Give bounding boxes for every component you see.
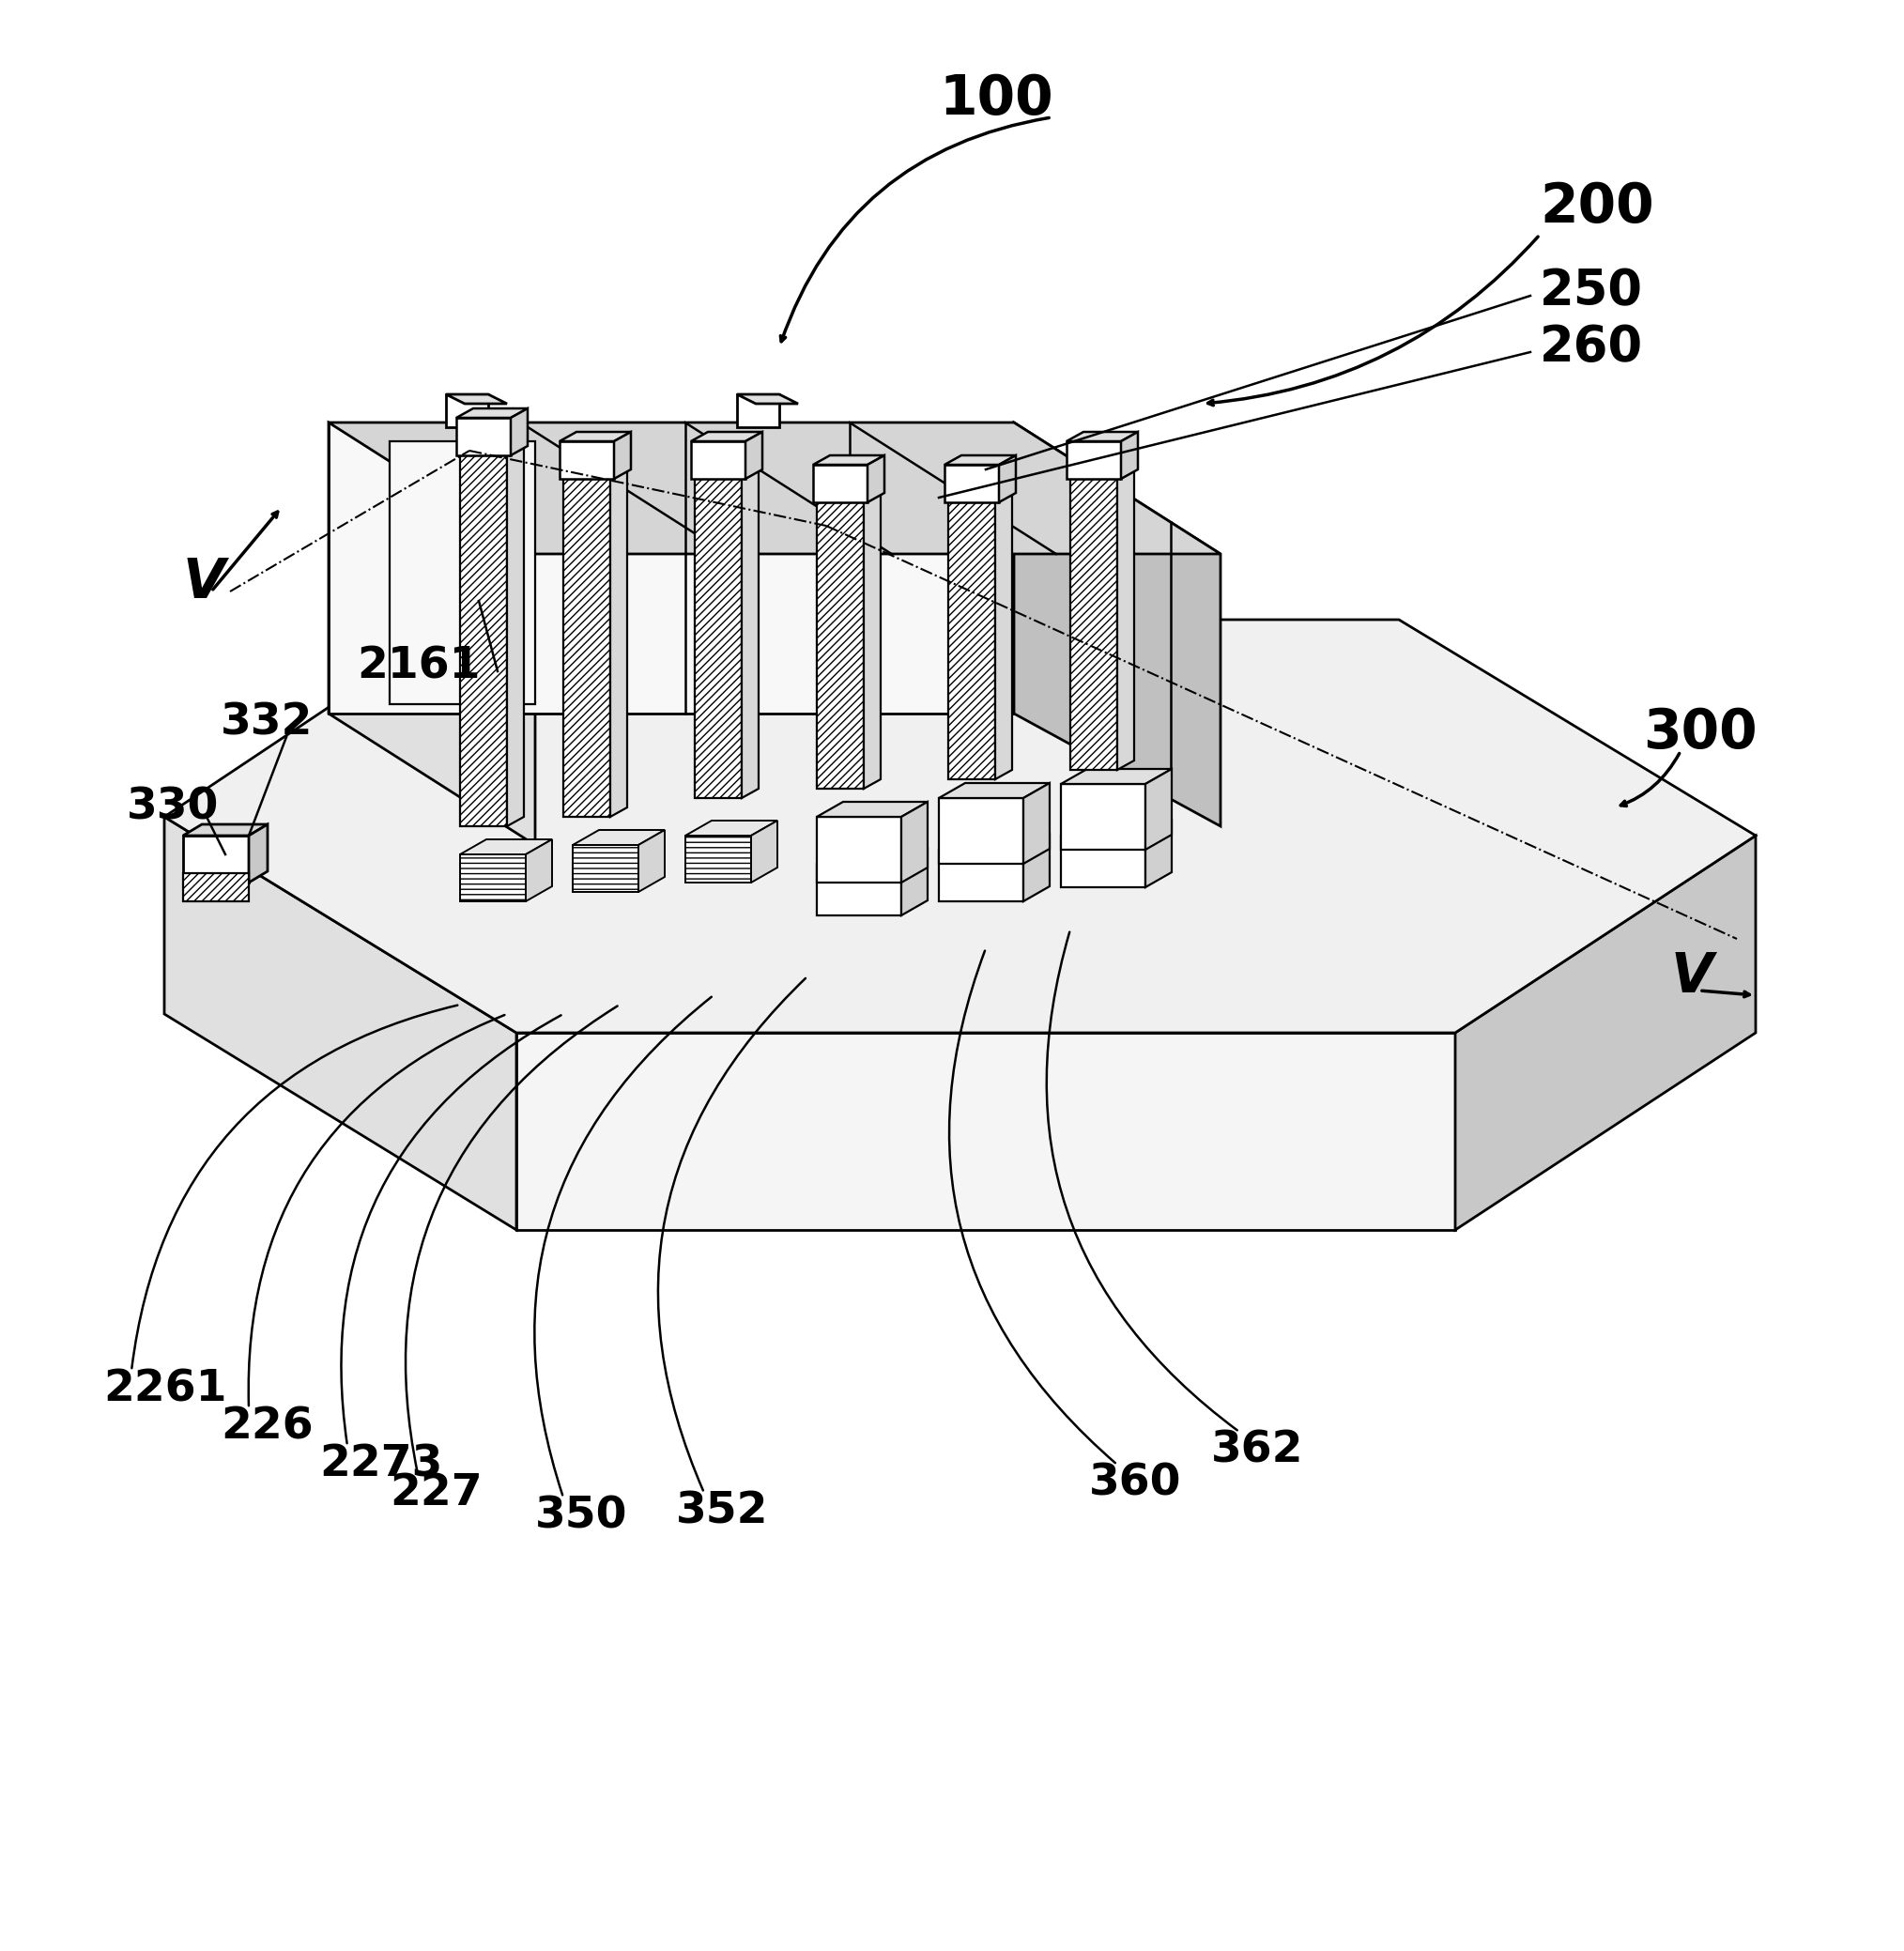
Text: 332: 332 (221, 702, 312, 743)
Polygon shape (526, 839, 552, 901)
Polygon shape (864, 494, 882, 788)
Polygon shape (817, 817, 901, 882)
Polygon shape (1061, 821, 1171, 835)
Polygon shape (611, 470, 626, 817)
Polygon shape (1015, 423, 1220, 825)
Text: 360: 360 (1089, 1463, 1182, 1504)
Polygon shape (390, 441, 535, 704)
Text: 300: 300 (1643, 706, 1757, 759)
Polygon shape (1066, 431, 1139, 441)
Polygon shape (461, 447, 524, 455)
Polygon shape (813, 464, 868, 501)
Polygon shape (183, 825, 268, 835)
Polygon shape (249, 825, 268, 882)
Text: 362: 362 (1211, 1430, 1304, 1471)
Polygon shape (457, 418, 510, 455)
Polygon shape (948, 494, 1013, 501)
Polygon shape (638, 829, 664, 892)
Polygon shape (817, 849, 927, 864)
Polygon shape (506, 447, 524, 825)
Polygon shape (573, 845, 638, 892)
Polygon shape (685, 821, 777, 835)
Polygon shape (1455, 835, 1755, 1229)
Polygon shape (743, 470, 758, 798)
Polygon shape (817, 802, 927, 817)
Polygon shape (560, 431, 630, 441)
Polygon shape (737, 394, 798, 404)
Polygon shape (685, 835, 750, 882)
Polygon shape (939, 835, 1049, 851)
Polygon shape (461, 839, 552, 855)
Polygon shape (446, 394, 506, 404)
Text: 100: 100 (939, 72, 1053, 125)
Polygon shape (746, 431, 762, 478)
Polygon shape (901, 802, 927, 882)
Text: 350: 350 (535, 1494, 628, 1537)
Polygon shape (329, 423, 1015, 714)
Polygon shape (461, 455, 506, 825)
Polygon shape (560, 441, 613, 478)
Text: 250: 250 (1540, 267, 1643, 316)
Polygon shape (695, 478, 743, 798)
Polygon shape (817, 494, 882, 501)
Polygon shape (1121, 431, 1139, 478)
Polygon shape (868, 455, 883, 501)
Polygon shape (164, 620, 1755, 1032)
Polygon shape (813, 455, 883, 464)
Polygon shape (564, 478, 611, 817)
Polygon shape (516, 1032, 1455, 1229)
Polygon shape (1022, 835, 1049, 901)
Polygon shape (737, 394, 779, 427)
Polygon shape (329, 423, 535, 845)
Polygon shape (1070, 470, 1135, 478)
Text: 260: 260 (1540, 324, 1643, 373)
Polygon shape (996, 494, 1013, 778)
Polygon shape (817, 501, 864, 788)
Text: 352: 352 (676, 1491, 769, 1533)
Polygon shape (613, 431, 630, 478)
Polygon shape (944, 455, 1017, 464)
Polygon shape (183, 835, 249, 882)
Polygon shape (446, 394, 487, 427)
Polygon shape (901, 849, 927, 915)
Polygon shape (510, 408, 527, 455)
Polygon shape (164, 817, 516, 1229)
Polygon shape (1066, 441, 1121, 478)
Polygon shape (573, 829, 664, 845)
Polygon shape (939, 782, 1049, 798)
Polygon shape (1000, 455, 1017, 501)
Polygon shape (1061, 835, 1146, 888)
Text: V: V (183, 556, 225, 609)
Polygon shape (939, 798, 1022, 864)
Text: 2161: 2161 (356, 646, 480, 689)
Polygon shape (1070, 478, 1118, 771)
Text: 200: 200 (1540, 179, 1655, 234)
Polygon shape (939, 851, 1022, 901)
Polygon shape (817, 864, 901, 915)
Polygon shape (461, 855, 526, 901)
Polygon shape (1061, 769, 1171, 784)
Polygon shape (750, 821, 777, 882)
Polygon shape (1118, 470, 1135, 771)
Polygon shape (564, 470, 626, 478)
Text: 2261: 2261 (103, 1368, 227, 1411)
Polygon shape (691, 441, 746, 478)
Text: 2273: 2273 (320, 1444, 442, 1487)
Polygon shape (948, 501, 996, 778)
Polygon shape (691, 431, 762, 441)
Polygon shape (183, 874, 249, 901)
Text: V: V (1672, 950, 1714, 1003)
Polygon shape (457, 408, 527, 418)
Text: 330: 330 (128, 786, 219, 829)
Polygon shape (329, 423, 1220, 554)
Polygon shape (944, 464, 1000, 501)
Polygon shape (1146, 769, 1171, 851)
Text: 226: 226 (221, 1407, 314, 1448)
Polygon shape (1022, 782, 1049, 864)
Polygon shape (1146, 821, 1171, 888)
Polygon shape (695, 470, 758, 478)
Text: 227: 227 (390, 1471, 482, 1514)
Polygon shape (1061, 784, 1146, 851)
